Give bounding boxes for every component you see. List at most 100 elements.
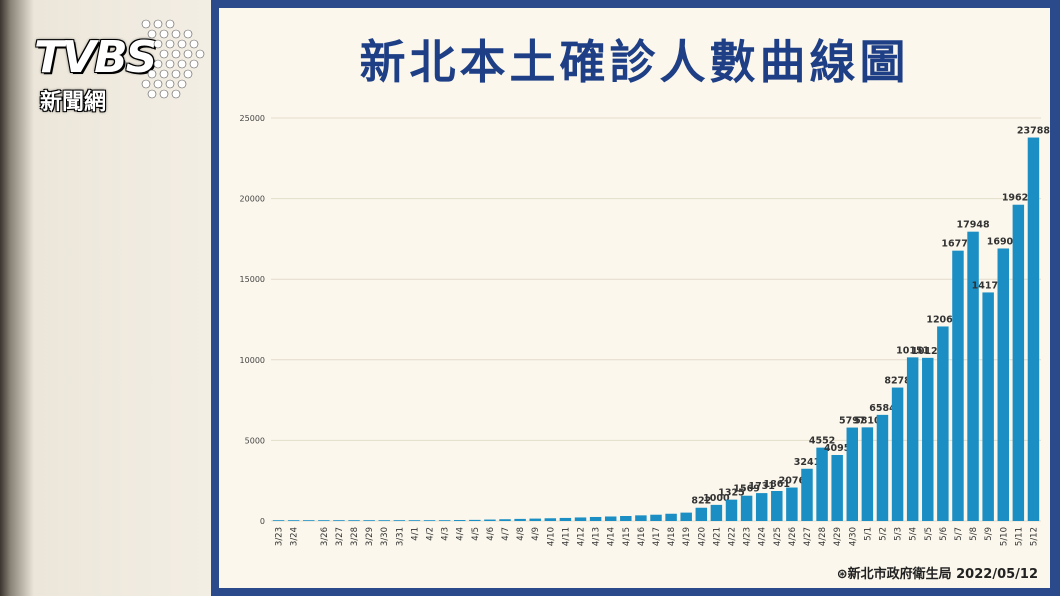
bar	[469, 519, 481, 521]
bar	[529, 518, 541, 521]
x-tick-label: 3/24	[290, 527, 300, 546]
data-label: 4552	[809, 436, 835, 447]
bar	[620, 516, 632, 521]
bar	[363, 520, 375, 521]
x-tick-label: 4/17	[652, 527, 662, 546]
data-label: 16770	[941, 239, 974, 250]
bar	[786, 487, 798, 521]
bar	[318, 520, 330, 521]
x-tick-label: 4/26	[788, 527, 798, 546]
bar	[801, 468, 813, 521]
bar	[997, 248, 1009, 521]
x-tick-label: 5/1	[863, 527, 873, 541]
bar	[333, 520, 345, 521]
bar	[771, 491, 783, 521]
x-tick-label: 4/19	[682, 527, 692, 546]
bar	[574, 517, 587, 521]
bar	[725, 499, 738, 521]
x-tick-label: 4/29	[833, 527, 843, 546]
bar	[272, 520, 285, 521]
x-tick-label: 5/5	[924, 527, 934, 541]
x-tick-label: 4/28	[818, 527, 828, 546]
bar	[1027, 137, 1040, 521]
data-label: 12068	[926, 314, 959, 325]
data-label: 5810	[854, 415, 881, 426]
bar	[287, 520, 300, 521]
x-tick-label: 5/4	[909, 527, 919, 541]
bar	[816, 447, 828, 521]
chart-title: 新北本土確診人數曲線圖	[359, 35, 910, 89]
bar	[695, 507, 708, 521]
x-tick-label: 5/12	[1029, 527, 1039, 546]
x-tick-label: 4/27	[803, 527, 813, 546]
bar	[755, 493, 768, 521]
data-label: 10122	[911, 346, 944, 357]
data-label: 1569	[733, 484, 759, 495]
x-tick-label: 4/14	[607, 527, 617, 546]
x-tick-label: 3/28	[350, 527, 360, 546]
x-tick-label: 5/11	[1014, 527, 1024, 546]
x-tick-label: 3/27	[335, 527, 345, 546]
background-left	[0, 0, 212, 596]
x-tick-label: 4/1	[410, 527, 420, 541]
bar	[378, 520, 390, 521]
x-tick-label: 4/4	[456, 527, 466, 541]
x-tick-label: 4/16	[637, 527, 647, 546]
chart-panel: 新北本土確診人數曲線圖 0 5000 10000 15000 20000 25000 3/2…	[219, 8, 1050, 588]
bar	[861, 427, 874, 521]
y-tick-label: 15000	[240, 275, 265, 284]
y-tick-label: 10000	[240, 356, 265, 365]
data-label: 5797	[839, 416, 865, 427]
bar	[982, 292, 994, 521]
bar	[484, 519, 496, 521]
source-footer: ⊛新北市政府衛生局 2022/05/12	[837, 563, 1038, 582]
x-tick-label: 4/9	[531, 527, 541, 541]
bar	[937, 326, 949, 521]
data-label: 10151	[896, 345, 929, 356]
data-label: 8278	[884, 376, 911, 387]
y-tick-label: 5000	[245, 436, 265, 445]
x-tick-label: 3/31	[395, 527, 405, 546]
x-tick-label: 4/23	[743, 527, 753, 546]
data-label: 4095	[824, 443, 850, 454]
x-tick-label: 4/21	[712, 527, 722, 546]
x-tick-label: 5/10	[999, 527, 1009, 546]
y-tick-label: 0	[260, 517, 265, 526]
x-tick-label: 4/8	[516, 527, 526, 541]
x-tick-label: 4/12	[577, 527, 587, 546]
bar	[665, 513, 677, 521]
bar	[514, 518, 526, 521]
health-bureau-icon: ⊛	[836, 567, 848, 582]
bar	[453, 520, 466, 521]
logo-dots-icon	[141, 19, 205, 99]
x-tick-label: 4/15	[622, 527, 632, 546]
data-label: 2076	[779, 476, 806, 487]
bar	[393, 520, 406, 521]
bar	[423, 520, 436, 521]
bar	[876, 414, 889, 521]
x-tick-label: 4/24	[758, 527, 768, 546]
bar	[589, 516, 602, 521]
x-tick-label: 3/30	[380, 527, 390, 546]
chart-card: 新北本土確診人數曲線圖 0 5000 10000 15000 20000 25000 3/2…	[211, 0, 1060, 596]
y-tick-label: 20000	[240, 195, 265, 204]
x-tick-label: 5/9	[984, 527, 994, 541]
data-label: 23788	[1017, 126, 1050, 137]
x-tick-label: 4/22	[727, 527, 737, 546]
x-tick-label: 4/6	[486, 527, 496, 541]
bar	[650, 514, 662, 521]
data-label: 14179	[972, 280, 1005, 291]
bar	[952, 250, 964, 521]
data-label: 1731	[748, 481, 774, 492]
bar	[831, 454, 843, 521]
bar	[635, 515, 647, 521]
logo-brand: TVBS	[34, 32, 157, 83]
x-tick-label: 4/20	[697, 527, 707, 546]
data-label: 19620	[1002, 193, 1035, 204]
x-tick-label: 4/18	[667, 527, 677, 546]
bar	[922, 357, 934, 521]
bar	[906, 357, 919, 521]
bar	[846, 427, 859, 521]
x-tick-label: 5/2	[878, 527, 888, 541]
x-tick-label: 4/11	[561, 527, 571, 546]
